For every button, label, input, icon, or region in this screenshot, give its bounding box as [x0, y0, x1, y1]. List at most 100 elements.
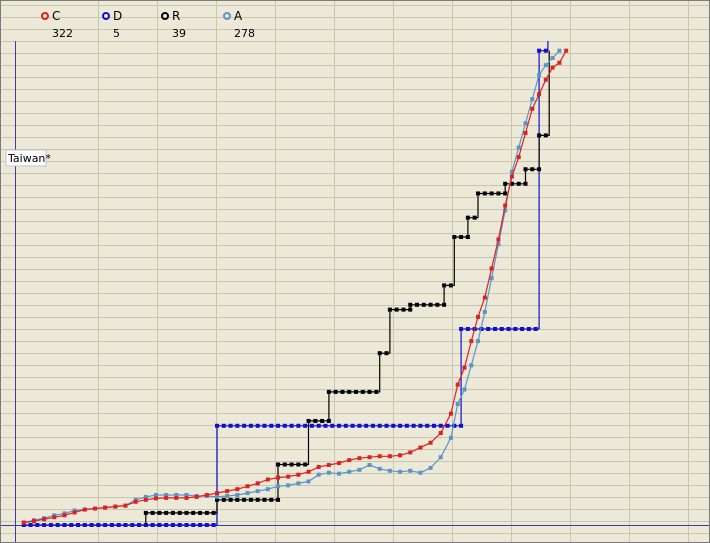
marker-R: [313, 418, 318, 423]
marker-A: [557, 48, 562, 53]
marker-R: [516, 181, 521, 186]
legend-count-R: 39: [172, 27, 186, 40]
marker-D: [123, 523, 128, 527]
legend-marker-D: [102, 12, 110, 20]
marker-D: [191, 523, 196, 527]
marker-R: [384, 351, 389, 356]
marker-D: [543, 48, 548, 53]
marker-D: [204, 523, 209, 527]
marker-R: [235, 497, 240, 502]
marker-D: [418, 423, 423, 428]
legend-marker-A: [223, 12, 231, 20]
marker-C: [326, 462, 331, 467]
marker-D: [242, 423, 247, 428]
marker-R: [387, 307, 392, 312]
marker-C: [204, 492, 209, 497]
marker-A: [276, 484, 281, 489]
marker-C: [537, 92, 542, 97]
marker-D: [255, 423, 260, 428]
marker-R: [221, 497, 226, 502]
marker-A: [523, 121, 528, 126]
marker-A: [516, 145, 521, 150]
series-line-C: [23, 50, 567, 524]
marker-R: [326, 389, 331, 394]
marker-R: [282, 462, 287, 467]
marker-D: [28, 523, 33, 527]
marker-D: [198, 523, 203, 527]
country-tag-label: Taiwan*: [7, 152, 51, 165]
marker-R: [523, 167, 528, 172]
marker-R: [408, 302, 413, 307]
marker-R: [157, 510, 162, 515]
marker-C: [316, 464, 321, 469]
marker-D: [96, 523, 101, 527]
marker-C: [438, 431, 443, 436]
marker-D: [76, 523, 81, 527]
marker-R: [503, 191, 508, 196]
marker-C: [184, 495, 189, 500]
marker-C: [225, 489, 230, 494]
marker-R: [184, 510, 189, 515]
marker-R: [421, 302, 426, 307]
marker-D: [337, 423, 342, 428]
marker-A: [377, 466, 382, 471]
marker-A: [489, 276, 494, 281]
marker-D: [157, 523, 162, 527]
marker-R: [347, 389, 352, 394]
legend-count-D: 5: [113, 27, 120, 40]
marker-A: [530, 97, 535, 102]
marker-D: [465, 326, 470, 331]
marker-D: [486, 326, 491, 331]
marker-C: [550, 65, 555, 70]
marker-R: [191, 510, 196, 515]
marker-D: [513, 326, 518, 331]
marker-C: [245, 484, 250, 489]
marker-R: [394, 307, 399, 312]
marker-D: [130, 523, 135, 527]
marker-A: [184, 492, 189, 497]
marker-A: [418, 470, 423, 475]
marker-A: [316, 472, 321, 477]
marker-R: [326, 418, 331, 423]
marker-C: [42, 517, 47, 522]
legend-marker-C: [41, 12, 49, 20]
marker-C: [557, 60, 562, 65]
marker-A: [296, 481, 301, 486]
marker-D: [492, 326, 497, 331]
marker-R: [509, 181, 514, 186]
marker-C: [52, 515, 57, 520]
marker-A: [455, 402, 460, 406]
marker-D: [343, 423, 348, 428]
marker-R: [459, 235, 464, 240]
marker-C: [72, 510, 77, 515]
marker-C: [367, 455, 372, 460]
marker-C: [164, 495, 169, 500]
marker-D: [89, 523, 94, 527]
marker-D: [62, 523, 67, 527]
marker-C: [455, 382, 460, 387]
marker-D: [116, 523, 121, 527]
marker-D: [276, 423, 281, 428]
marker-C: [255, 481, 260, 486]
series-line-R: [145, 50, 550, 525]
marker-R: [367, 389, 372, 394]
marker-A: [326, 470, 331, 475]
marker-C: [476, 314, 481, 319]
marker-C: [564, 48, 569, 53]
marker-R: [276, 462, 281, 467]
series-layer: [21, 41, 569, 527]
marker-A: [235, 492, 240, 497]
legend-item-D: D5: [102, 9, 122, 40]
marker-R: [215, 497, 220, 502]
series-R: [143, 50, 550, 525]
marker-C: [347, 458, 352, 463]
marker-D: [384, 423, 389, 428]
marker-R: [503, 181, 508, 186]
marker-D: [55, 523, 60, 527]
marker-D: [431, 423, 436, 428]
marker-A: [387, 468, 392, 473]
marker-C: [133, 499, 138, 504]
marker-R: [442, 302, 447, 307]
marker-R: [269, 497, 274, 502]
